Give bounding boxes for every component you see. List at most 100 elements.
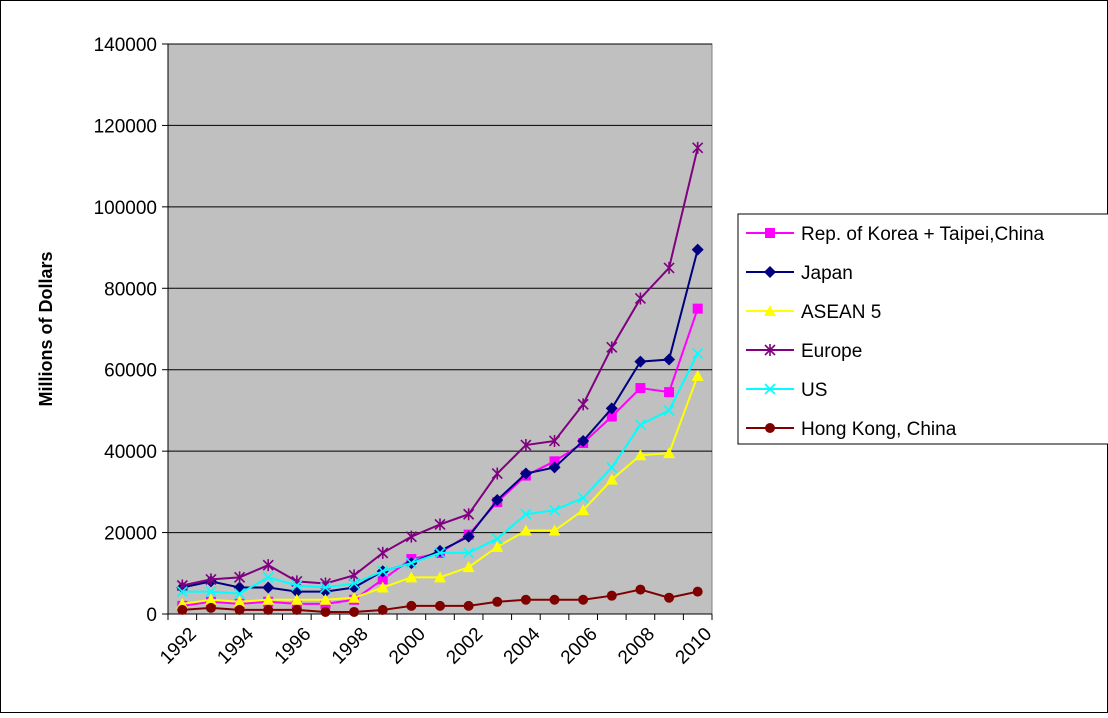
legend-item: Hong Kong, China bbox=[746, 419, 957, 440]
data-point bbox=[634, 419, 646, 431]
data-point bbox=[519, 524, 532, 536]
legend-item: ASEAN 5 bbox=[746, 302, 881, 323]
y-tick-label: 60000 bbox=[104, 361, 157, 382]
legend-item: Rep. of Korea + Taipei,China bbox=[746, 224, 1045, 245]
data-point bbox=[549, 594, 560, 605]
data-point bbox=[234, 604, 245, 615]
data-point bbox=[634, 355, 647, 368]
data-point bbox=[434, 518, 446, 531]
data-point bbox=[606, 341, 618, 354]
data-point bbox=[634, 292, 646, 305]
series-5 bbox=[177, 584, 703, 617]
data-point bbox=[691, 369, 704, 381]
data-point bbox=[204, 593, 217, 605]
data-point bbox=[463, 508, 475, 521]
legend-box bbox=[737, 213, 1108, 445]
data-point bbox=[492, 596, 503, 607]
data-point bbox=[176, 586, 188, 598]
data-point bbox=[290, 593, 303, 605]
data-point bbox=[291, 579, 303, 592]
data-point bbox=[664, 387, 675, 398]
y-tick-label: 40000 bbox=[104, 442, 157, 463]
data-point bbox=[663, 404, 675, 416]
data-point bbox=[765, 228, 775, 238]
y-tick-label: 140000 bbox=[94, 35, 157, 56]
data-point bbox=[405, 530, 417, 543]
data-point bbox=[463, 547, 475, 559]
data-point bbox=[605, 473, 618, 485]
data-point bbox=[262, 559, 274, 572]
data-point bbox=[606, 461, 618, 473]
data-point bbox=[205, 586, 217, 598]
data-point bbox=[605, 402, 618, 415]
y-axis: 0 20000 40000 60000 80000 100000 120000 140000 bbox=[94, 35, 169, 626]
data-point bbox=[764, 305, 776, 316]
gridlines bbox=[168, 43, 712, 534]
data-point bbox=[234, 571, 246, 584]
data-point bbox=[692, 303, 703, 314]
data-point bbox=[348, 569, 360, 582]
series-2 bbox=[176, 369, 704, 609]
data-point bbox=[377, 604, 388, 615]
data-point bbox=[578, 594, 589, 605]
legend-item: Japan bbox=[746, 263, 853, 284]
data-point bbox=[434, 571, 446, 583]
legend-label: Japan bbox=[801, 263, 853, 284]
data-point bbox=[262, 571, 274, 583]
legend-label: Hong Kong, China bbox=[801, 419, 957, 440]
data-point bbox=[635, 584, 646, 595]
data-point bbox=[262, 593, 275, 605]
data-point bbox=[764, 266, 776, 278]
data-point bbox=[548, 434, 561, 447]
data-point bbox=[233, 595, 246, 607]
data-point bbox=[462, 530, 475, 543]
data-point bbox=[491, 540, 504, 552]
data-point bbox=[577, 434, 590, 447]
data-point bbox=[692, 141, 704, 154]
data-point bbox=[205, 573, 217, 586]
legend-label: Europe bbox=[801, 341, 862, 362]
data-point bbox=[376, 581, 389, 593]
data-point bbox=[663, 261, 675, 274]
data-point bbox=[434, 547, 446, 559]
data-point bbox=[405, 557, 417, 569]
y-tick-label: 20000 bbox=[104, 524, 157, 545]
legend-label: ASEAN 5 bbox=[801, 302, 881, 323]
data-point bbox=[635, 383, 646, 394]
data-point bbox=[177, 604, 188, 615]
data-point bbox=[234, 588, 246, 600]
data-point bbox=[519, 467, 532, 480]
data-point bbox=[663, 353, 676, 366]
data-point bbox=[348, 577, 360, 590]
data-point bbox=[691, 243, 704, 256]
data-point bbox=[548, 524, 561, 536]
data-point bbox=[692, 347, 704, 359]
data-point bbox=[663, 447, 676, 459]
data-point bbox=[577, 504, 590, 516]
data-point bbox=[764, 344, 776, 356]
data-point bbox=[606, 411, 617, 422]
y-tick-label: 100000 bbox=[94, 198, 157, 219]
legend: Rep. of Korea + Taipei,China Japan ASEAN 5… bbox=[737, 213, 1108, 445]
y-axis-label: Millions of Dollars bbox=[36, 251, 56, 406]
series-4 bbox=[176, 347, 704, 600]
data-point bbox=[520, 439, 532, 452]
data-point bbox=[548, 461, 561, 474]
data-point bbox=[491, 533, 503, 545]
data-point bbox=[319, 593, 332, 605]
series-layer bbox=[176, 141, 704, 617]
data-point bbox=[405, 571, 418, 583]
data-point bbox=[520, 508, 532, 520]
legend-item: US bbox=[746, 380, 827, 401]
data-point bbox=[319, 581, 332, 594]
data-point bbox=[320, 606, 331, 617]
data-point bbox=[319, 585, 332, 598]
data-point bbox=[377, 574, 388, 585]
data-point bbox=[548, 504, 561, 516]
data-point bbox=[377, 565, 389, 577]
data-point bbox=[462, 561, 475, 573]
data-point bbox=[263, 604, 274, 615]
data-point bbox=[491, 494, 504, 506]
data-point bbox=[377, 546, 389, 559]
